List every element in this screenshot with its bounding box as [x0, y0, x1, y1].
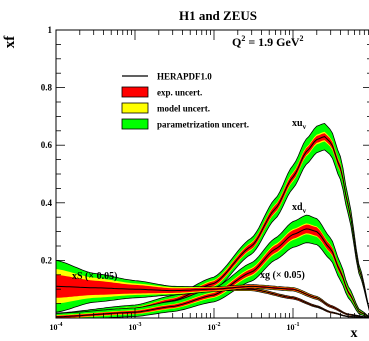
legend-label: model uncert. — [157, 104, 210, 114]
y-axis-label: xf — [2, 35, 18, 49]
xg-label: xg (× 0.05) — [260, 270, 305, 281]
legend-label: parametrization uncert. — [157, 120, 249, 130]
y-tick-label: 1 — [48, 25, 53, 35]
legend-swatch-1 — [121, 86, 149, 98]
legend-label: HERAPDF1.0 — [157, 72, 212, 82]
xd_v-central-line — [56, 228, 369, 318]
chart-title: H1 and ZEUS — [179, 8, 257, 23]
y-tick-label: 0.8 — [41, 83, 53, 93]
xS-label: xS (× 0.05) — [72, 271, 117, 282]
y-tick-label: 0.4 — [41, 198, 53, 208]
x-tick-label: 10-1 — [287, 322, 300, 332]
x-tick-label: 10-2 — [208, 322, 221, 332]
legend: HERAPDF1.0 exp. uncert. model uncert. param… — [121, 72, 249, 130]
xg-exp-band — [56, 274, 369, 318]
y-tick-label: 0.2 — [41, 255, 53, 265]
x-tick-label: 10-3 — [129, 322, 142, 332]
xd_v-label: xdv — [292, 202, 307, 215]
x-tick-label: 10-4 — [50, 322, 63, 332]
annotations: Q2 = 1.9 GeV2 xuv xdv xS (× 0.05) xg (× 0.05… — [72, 34, 307, 282]
legend-swatch-3 — [121, 118, 149, 130]
y-tick-label: 0.6 — [41, 140, 53, 150]
legend-label: exp. uncert. — [157, 88, 202, 98]
legend-swatch-2 — [121, 102, 149, 114]
plot-area — [56, 122, 369, 318]
xg-central-line — [56, 285, 369, 318]
x-axis-label: x — [351, 326, 358, 341]
q2-label: Q2 = 1.9 GeV2 — [232, 34, 304, 49]
xu_v-label: xuv — [292, 118, 307, 131]
